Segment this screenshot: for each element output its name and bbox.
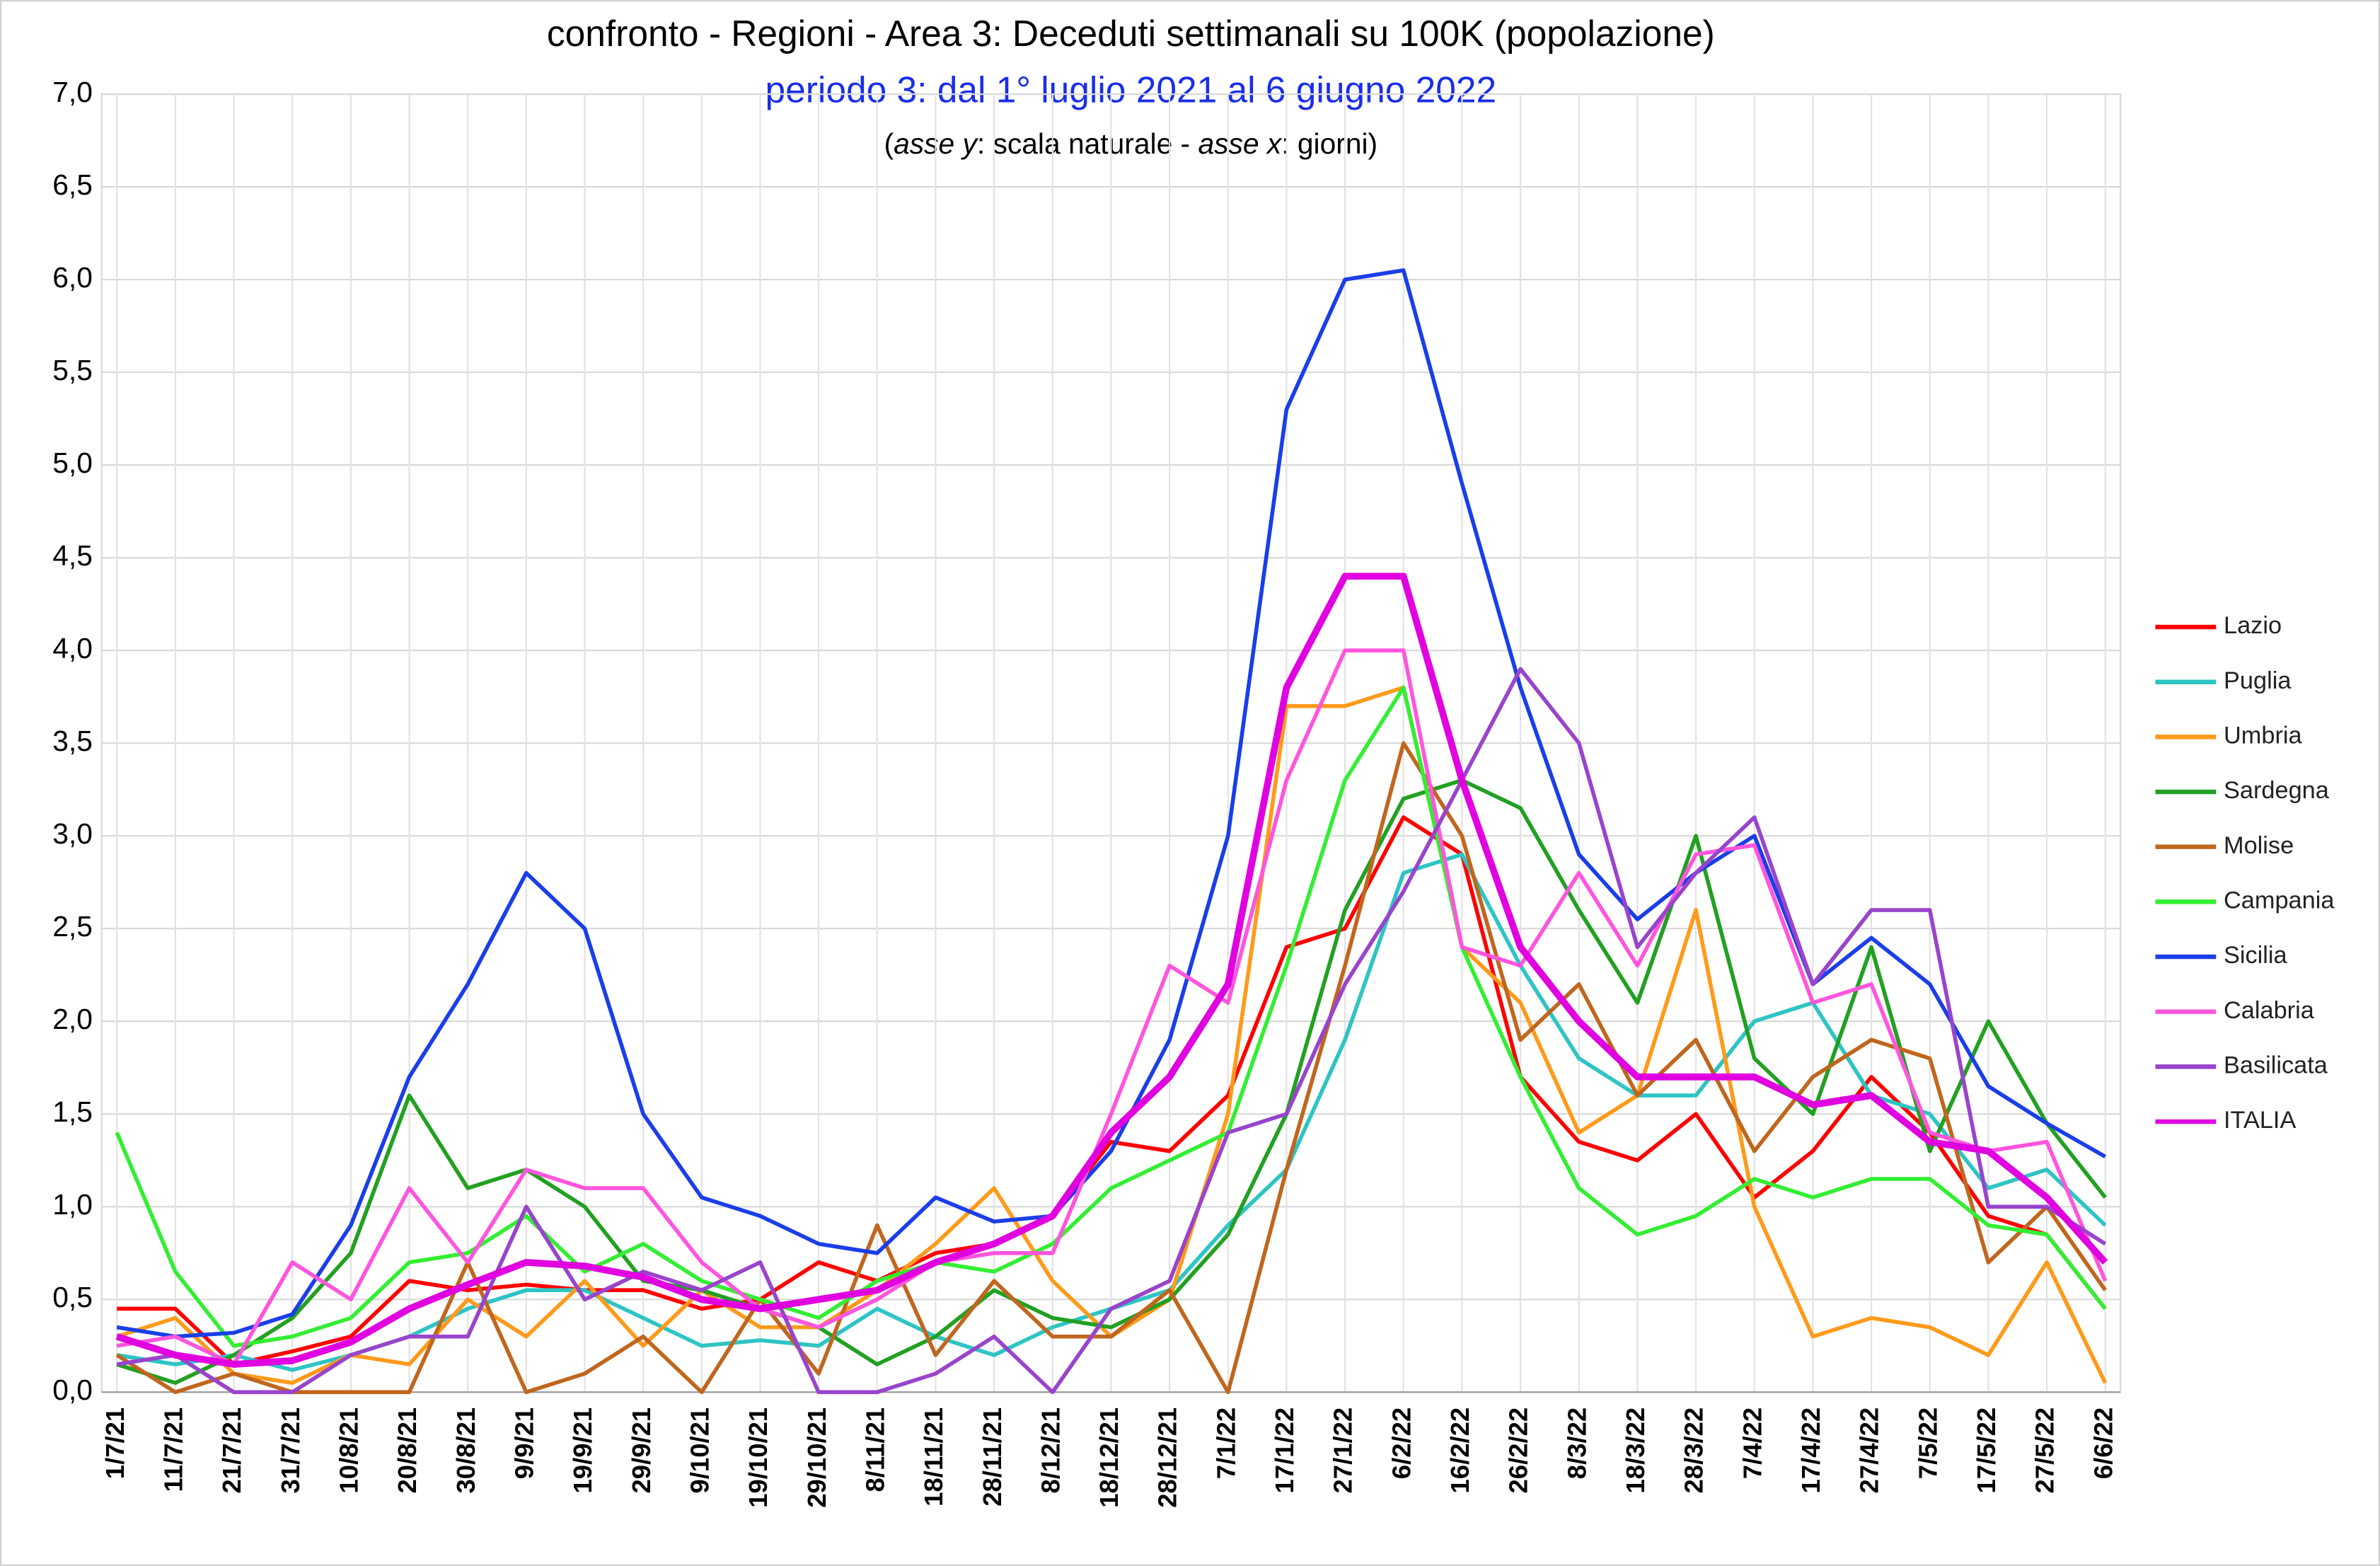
- x-tick-label: 11/7/21: [158, 1407, 187, 1492]
- note-part: asse x: [1198, 127, 1282, 160]
- y-tick-label: 3,5: [52, 725, 93, 757]
- y-tick-label: 2,0: [52, 1003, 93, 1035]
- x-tick-label: 8/11/21: [860, 1407, 889, 1492]
- x-tick-label: 7/1/22: [1211, 1407, 1240, 1479]
- x-tick-label: 9/10/21: [685, 1407, 714, 1494]
- series-line: [115, 685, 2107, 1348]
- x-tick-label: 29/10/21: [802, 1407, 831, 1508]
- x-tick-label: 29/9/21: [627, 1407, 656, 1494]
- x-tick-label: 17/1/22: [1270, 1407, 1299, 1494]
- chart-note: (asse y: scala naturale - asse x: giorni…: [884, 127, 1378, 160]
- x-tick-label: 17/5/22: [1972, 1407, 2001, 1494]
- legend-label: Umbria: [2224, 722, 2302, 749]
- legend-label: Campania: [2224, 887, 2335, 914]
- note-part: : scala naturale -: [977, 127, 1198, 160]
- chart-subtitle: periodo 3: dal 1° luglio 2021 al 6 giugn…: [766, 69, 1497, 110]
- legend-label: Basilicata: [2224, 1052, 2328, 1078]
- series-line: [116, 667, 2107, 1395]
- x-tick-label: 27/1/22: [1329, 1407, 1358, 1494]
- series-line: [115, 572, 2108, 1368]
- x-tick-label: 17/4/22: [1796, 1407, 1825, 1494]
- series-line: [115, 741, 2107, 1395]
- y-tick-label: 4,5: [52, 539, 93, 572]
- x-tick-label: 18/3/22: [1621, 1407, 1650, 1494]
- x-tick-label: 8/3/22: [1562, 1407, 1591, 1479]
- y-tick-label: 0,5: [52, 1281, 93, 1313]
- legend-label: ITALIA: [2224, 1107, 2296, 1134]
- y-tick-label: 5,0: [52, 447, 93, 479]
- x-tick-label: 6/2/22: [1387, 1407, 1416, 1479]
- x-tick-label: 31/7/21: [276, 1407, 305, 1494]
- y-tick-label: 1,0: [52, 1188, 93, 1221]
- x-tick-label: 10/8/21: [334, 1407, 363, 1494]
- x-tick-label: 28/11/21: [978, 1407, 1007, 1507]
- x-tick-label: 18/12/21: [1094, 1407, 1123, 1508]
- legend-label: Calabria: [2224, 997, 2315, 1024]
- x-tick-label: 1/7/21: [100, 1407, 129, 1479]
- y-tick-label: 7,0: [52, 76, 93, 108]
- x-tick-label: 19/10/21: [744, 1407, 773, 1508]
- y-tick-label: 6,0: [52, 261, 93, 294]
- x-tick-label: 26/2/22: [1504, 1407, 1533, 1494]
- x-tick-label: 8/12/21: [1036, 1407, 1065, 1494]
- legend-label: Puglia: [2224, 667, 2292, 694]
- x-tick-label: 20/8/21: [393, 1407, 422, 1494]
- y-tick-label: 4,0: [52, 632, 93, 664]
- x-tick-label: 16/2/22: [1445, 1407, 1474, 1494]
- x-tick-label: 19/9/21: [568, 1407, 597, 1494]
- series-line: [116, 648, 2108, 1366]
- x-tick-label: 28/12/21: [1153, 1407, 1182, 1508]
- x-tick-label: 7/4/22: [1738, 1407, 1767, 1479]
- chart-title: confronto - Regioni - Area 3: Deceduti s…: [547, 13, 1715, 54]
- x-tick-label: 27/5/22: [2030, 1407, 2060, 1494]
- note-part: : giorni): [1281, 127, 1377, 160]
- y-tick-label: 0,0: [52, 1374, 93, 1406]
- y-tick-label: 2,5: [52, 910, 93, 943]
- x-tick-label: 7/5/22: [1913, 1407, 1942, 1479]
- x-tick-label: 6/6/22: [2089, 1407, 2118, 1479]
- x-tick-label: 21/7/21: [217, 1407, 246, 1494]
- legend-label: Sicilia: [2224, 942, 2288, 969]
- x-tick-label: 18/11/21: [919, 1407, 948, 1507]
- series-line: [117, 815, 2107, 1366]
- x-tick-label: 9/9/21: [509, 1407, 538, 1479]
- y-tick-label: 3,0: [52, 817, 93, 850]
- x-tick-label: 30/8/21: [451, 1407, 480, 1494]
- series-line: [116, 268, 2107, 1339]
- series-line: [116, 778, 2107, 1386]
- legend-label: Molise: [2224, 832, 2294, 859]
- legend-label: Lazio: [2224, 612, 2282, 639]
- note-part: (: [884, 127, 894, 160]
- x-tick-label: 28/3/22: [1680, 1407, 1709, 1494]
- legend-label: Sardegna: [2224, 777, 2330, 804]
- y-tick-label: 5,5: [52, 354, 93, 386]
- y-tick-label: 1,5: [52, 1095, 93, 1128]
- y-tick-label: 6,5: [52, 168, 93, 201]
- x-tick-label: 27/4/22: [1855, 1407, 1884, 1494]
